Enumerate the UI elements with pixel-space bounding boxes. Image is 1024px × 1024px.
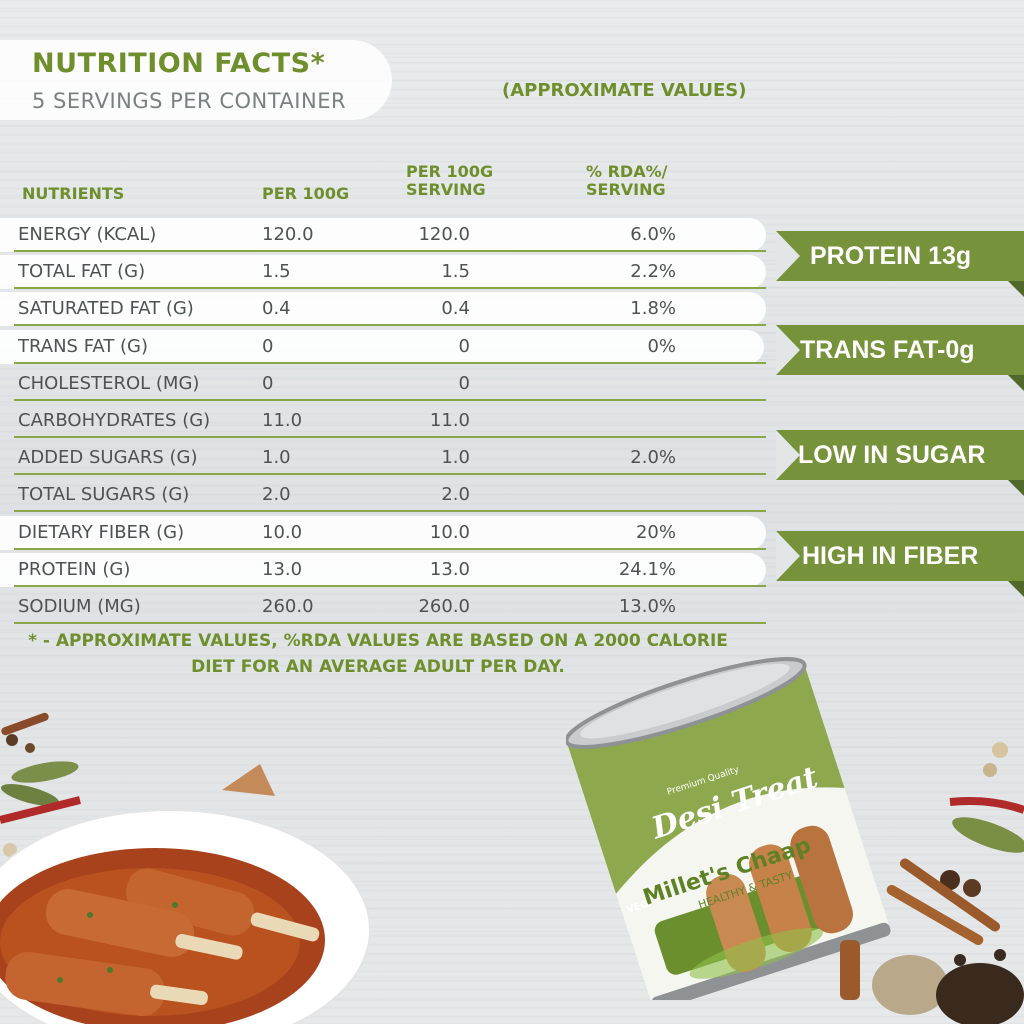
badge-high-fiber: HIGH IN FIBER bbox=[776, 531, 1024, 597]
value-per-serving: 0 bbox=[458, 373, 470, 394]
badge-low-sugar: LOW IN SUGAR bbox=[776, 430, 1024, 496]
table-row-background bbox=[0, 553, 766, 587]
value-per-100g: 260.0 bbox=[262, 596, 314, 617]
value-rda: 0% bbox=[647, 336, 676, 357]
approximate-values-note: (APPROXIMATE VALUES) bbox=[502, 80, 747, 101]
badge-label: PROTEIN 13g bbox=[810, 241, 972, 270]
value-per-100g: 1.0 bbox=[262, 447, 291, 468]
table-row-divider bbox=[14, 250, 766, 252]
value-per-serving: 0 bbox=[458, 336, 470, 357]
value-per-serving: 2.0 bbox=[441, 484, 470, 505]
table-row-divider bbox=[14, 362, 766, 364]
value-per-100g: 0.4 bbox=[262, 298, 291, 319]
table-row-divider bbox=[14, 324, 766, 326]
value-per-serving: 120.0 bbox=[418, 224, 470, 245]
badge-label: HIGH IN FIBER bbox=[802, 541, 979, 570]
value-per-100g: 1.5 bbox=[262, 261, 291, 282]
nutrient-name: CARBOHYDRATES (G) bbox=[18, 410, 211, 431]
table-row-divider bbox=[14, 548, 766, 550]
badge-fold bbox=[1008, 480, 1024, 496]
value-rda: 6.0% bbox=[630, 224, 676, 245]
table-row-divider bbox=[14, 585, 766, 587]
table-row-background bbox=[0, 255, 766, 289]
nutrient-name: PROTEIN (G) bbox=[18, 559, 131, 580]
value-rda: 2.0% bbox=[630, 447, 676, 468]
badge-fold bbox=[1008, 581, 1024, 597]
badge-fold bbox=[1008, 375, 1024, 391]
value-rda: 1.8% bbox=[630, 298, 676, 319]
spices-right-illustration bbox=[840, 742, 1024, 1024]
title-panel bbox=[0, 40, 392, 120]
column-header-rda: % RDA%/ SERVING bbox=[586, 162, 668, 199]
value-per-serving: 0.4 bbox=[441, 298, 470, 319]
value-rda: 13.0% bbox=[618, 596, 676, 617]
value-per-100g: 0 bbox=[262, 373, 274, 394]
table-row-background bbox=[0, 218, 766, 252]
nutrient-name: ADDED SUGARS (G) bbox=[18, 447, 198, 468]
nutrient-name: ENERGY (KCAL) bbox=[18, 224, 157, 245]
value-per-serving: 13.0 bbox=[429, 559, 470, 580]
value-per-100g: 10.0 bbox=[262, 522, 303, 543]
chaap-dish-illustration bbox=[0, 764, 370, 1024]
badge-arrow-notch bbox=[776, 231, 800, 281]
value-per-serving: 11.0 bbox=[429, 410, 470, 431]
badge-arrow-notch bbox=[776, 531, 800, 581]
column-header-nutrients: NUTRIENTS bbox=[22, 184, 125, 203]
servings-subtitle: 5 SERVINGS PER CONTAINER bbox=[32, 89, 347, 113]
nutrient-name: SODIUM (MG) bbox=[18, 596, 141, 617]
column-header-per-serving: PER 100G SERVING bbox=[406, 162, 494, 199]
footnote: * - APPROXIMATE VALUES, %RDA VALUES ARE … bbox=[28, 631, 728, 677]
table-row-background bbox=[0, 330, 764, 364]
value-per-100g: 11.0 bbox=[262, 410, 303, 431]
column-header-per-100g: PER 100G bbox=[262, 184, 350, 203]
nutrient-name: CHOLESTEROL (MG) bbox=[18, 373, 200, 394]
table-row-background bbox=[0, 292, 766, 326]
product-can-illustration: Premium Quality Desi Treat Millet's Chaa… bbox=[566, 657, 891, 1000]
page-title: NUTRITION FACTS* bbox=[32, 48, 326, 79]
nutrient-name: DIETARY FIBER (G) bbox=[18, 522, 185, 543]
value-per-100g: 120.0 bbox=[262, 224, 314, 245]
badge-arrow-notch bbox=[776, 430, 800, 480]
value-per-serving: 1.0 bbox=[441, 447, 470, 468]
value-per-100g: 0 bbox=[262, 336, 274, 357]
value-per-serving: 1.5 bbox=[441, 261, 470, 282]
table-row-divider bbox=[14, 287, 766, 289]
table-row-background bbox=[0, 516, 766, 550]
badge-protein: PROTEIN 13g bbox=[776, 231, 1024, 297]
value-rda: 20% bbox=[635, 522, 676, 543]
value-per-100g: 2.0 bbox=[262, 484, 291, 505]
badge-trans-fat: TRANS FAT-0g bbox=[776, 325, 1024, 391]
nutrient-name: TOTAL SUGARS (G) bbox=[18, 484, 190, 505]
badge-label: LOW IN SUGAR bbox=[798, 440, 986, 469]
nutrient-name: TRANS FAT (G) bbox=[18, 336, 149, 357]
value-rda: 2.2% bbox=[630, 261, 676, 282]
badge-arrow-notch bbox=[776, 325, 800, 375]
badge-label: TRANS FAT-0g bbox=[800, 335, 975, 364]
value-per-serving: 260.0 bbox=[418, 596, 470, 617]
nutrient-name: TOTAL FAT (G) bbox=[18, 261, 146, 282]
table-row-divider bbox=[14, 473, 766, 475]
table-row-divider bbox=[14, 399, 766, 401]
value-per-100g: 13.0 bbox=[262, 559, 303, 580]
value-per-serving: 10.0 bbox=[429, 522, 470, 543]
value-rda: 24.1% bbox=[618, 559, 676, 580]
nutrient-name: SATURATED FAT (G) bbox=[18, 298, 194, 319]
table-row-divider bbox=[14, 436, 766, 438]
badge-fold bbox=[1008, 281, 1024, 297]
table-row-divider bbox=[14, 622, 766, 624]
table-row-divider bbox=[14, 510, 766, 512]
